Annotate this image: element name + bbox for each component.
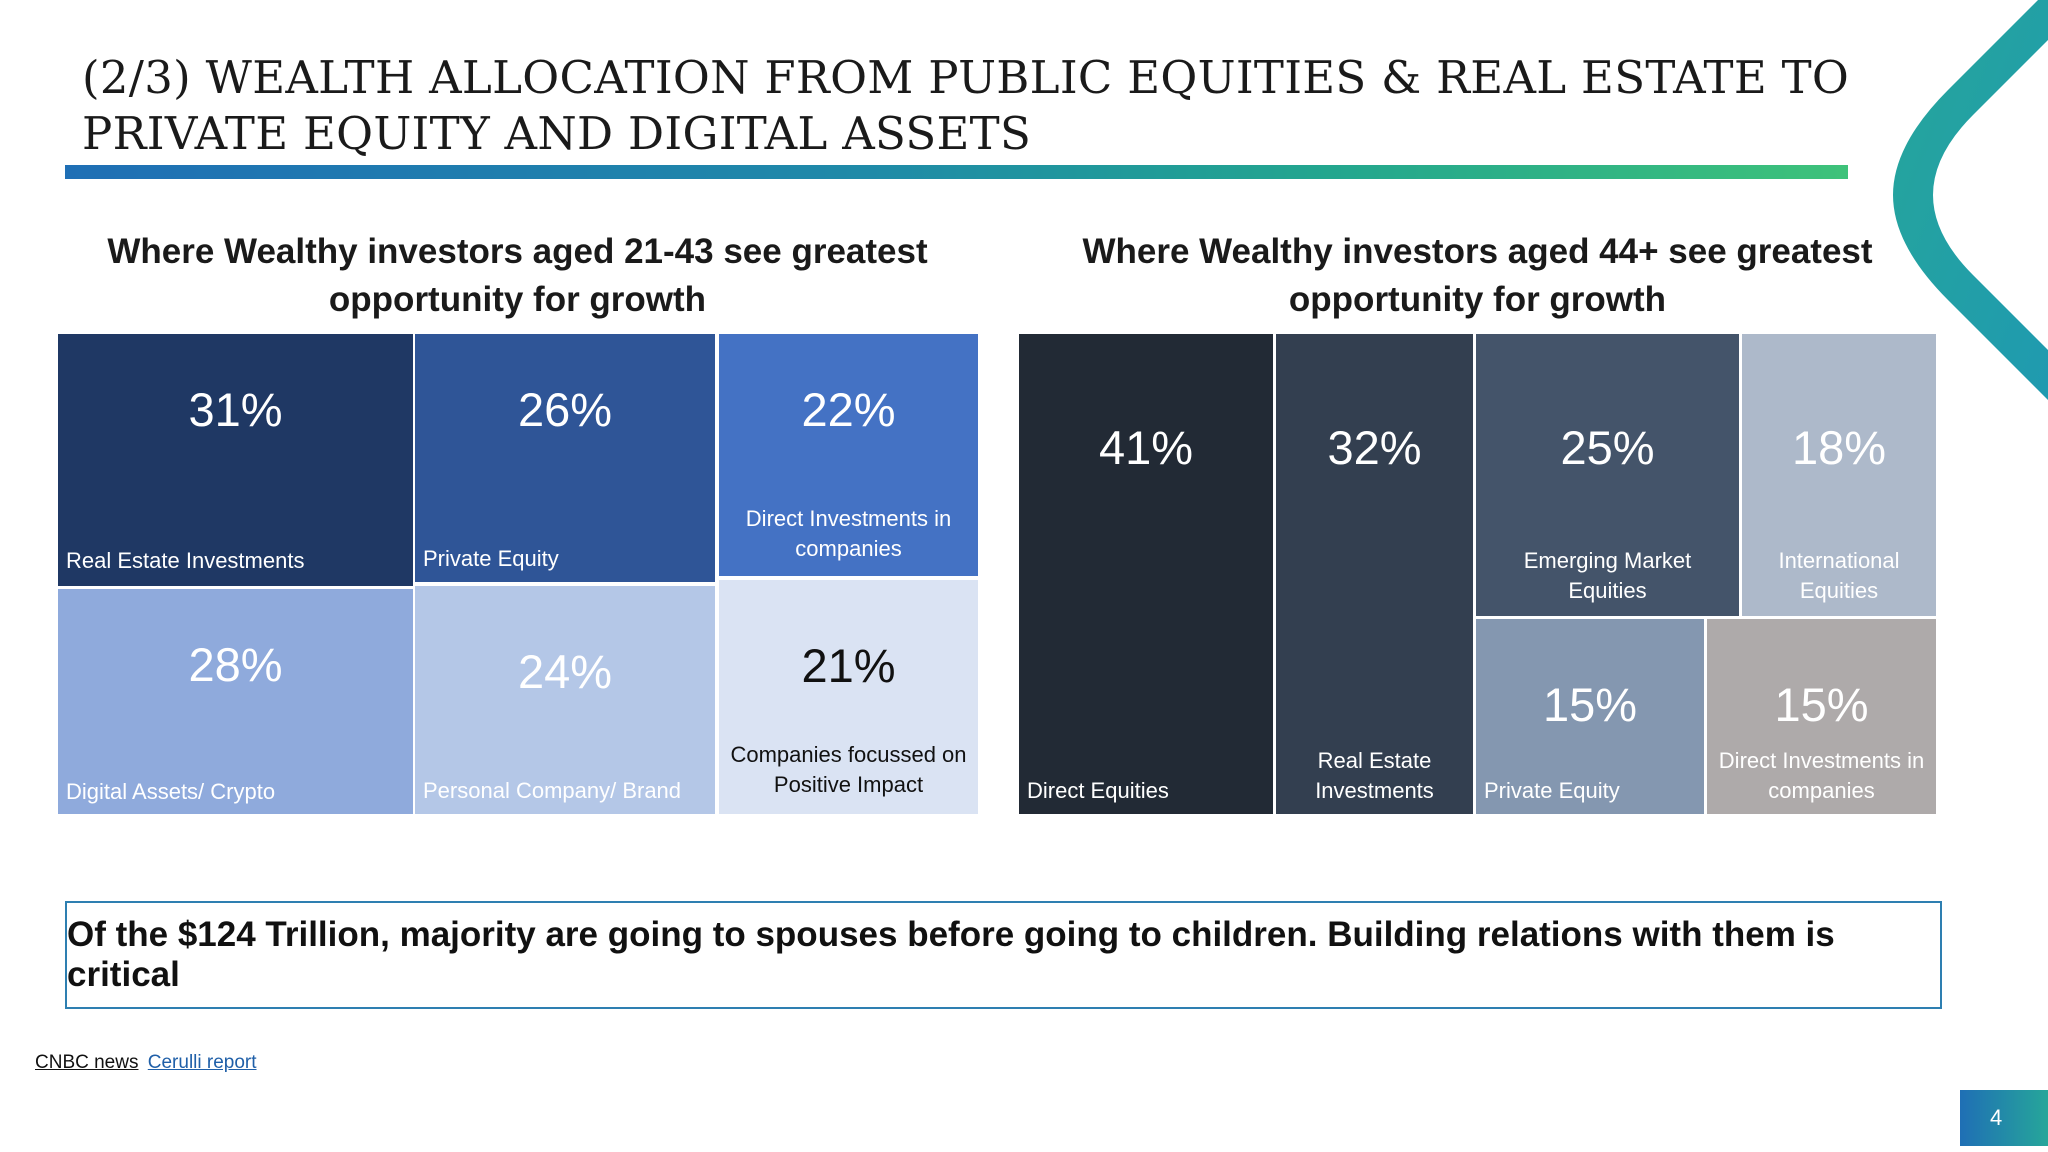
- treemap-cell: 28% Digital Assets/ Crypto: [58, 589, 413, 814]
- treemap-cell-label: Direct Investments in companies: [1718, 748, 1925, 803]
- treemap-cell-label: Direct Investments in companies: [745, 506, 952, 561]
- treemap-cell-label: Personal Company/ Brand: [423, 778, 682, 803]
- treemap-cell: 15% Private Equity: [1476, 619, 1704, 814]
- treemap-cell: 24% Personal Company/ Brand: [415, 586, 715, 814]
- corner-chevron-decoration: [1893, 0, 2048, 400]
- treemap-right: 41% Direct Equities 32% Real Estate Investm…: [1019, 334, 1936, 814]
- treemap-cell: 26% Private Equity: [415, 334, 715, 582]
- treemap-cell-value: 22%: [801, 383, 896, 436]
- chart-title-right: Where Wealthy investors aged 44+ see gre…: [1020, 228, 1935, 324]
- treemap-cell-label: Emerging Market Equities: [1523, 548, 1692, 603]
- sources: CNBC news Cerulli report: [35, 1052, 257, 1074]
- chart-title-left: Where Wealthy investors aged 21-43 see g…: [60, 228, 975, 324]
- treemap-cell-value: 28%: [188, 638, 283, 691]
- treemap-cell-label: Digital Assets/ Crypto: [66, 779, 276, 804]
- treemap-cell-label: Companies focussed on Positive Impact: [730, 742, 967, 797]
- treemap-cell-value: 24%: [517, 645, 613, 698]
- chart-title-left-line-2: opportunity for growth: [328, 280, 707, 319]
- treemap-cell-label: Direct Equities: [1027, 778, 1169, 803]
- treemap-cell-label: Real Estate Investments: [1315, 748, 1434, 803]
- treemap-cell: 31% Real Estate Investments: [58, 334, 413, 586]
- treemap-cell-value: 15%: [1542, 678, 1638, 731]
- treemap-cell-value: 15%: [1774, 678, 1869, 731]
- treemap-cell-value: 25%: [1560, 421, 1655, 474]
- chart-title-right-line-2: opportunity for growth: [1288, 280, 1667, 319]
- source-link-cerulli[interactable]: Cerulli report: [147, 1052, 257, 1073]
- slide-title: (2/3) WEALTH ALLOCATION FROM PUBLIC EQUI…: [82, 51, 1850, 160]
- treemap-cell: 41% Direct Equities: [1019, 334, 1273, 814]
- treemap-cell: 22% Direct Investments in companies: [719, 334, 978, 576]
- treemap-cell: 18% International Equities: [1742, 334, 1936, 616]
- treemap-cell-value: 31%: [188, 383, 283, 436]
- callout-text: Of the $124 Trillion, majority are going…: [67, 915, 1835, 994]
- treemap-cell-label: International Equities: [1778, 548, 1900, 603]
- treemap-cell: 21% Companies focussed on Positive Impact: [719, 580, 978, 814]
- treemap-cell-value: 18%: [1791, 421, 1887, 474]
- treemap-cell-label: Real Estate Investments: [66, 548, 305, 573]
- treemap-cell-value: 41%: [1098, 421, 1194, 474]
- chart-title-left-line-1: Where Wealthy investors aged 21-43 see g…: [107, 232, 928, 271]
- treemap-cell-label: Private Equity: [1484, 778, 1620, 803]
- treemap-cell: 32% Real Estate Investments: [1276, 334, 1473, 814]
- treemap-left: 31% Real Estate Investments 26% Private Equ…: [58, 334, 978, 814]
- chart-title-right-line-1: Where Wealthy investors aged 44+ see gre…: [1082, 232, 1873, 271]
- treemap-cell: 25% Emerging Market Equities: [1476, 334, 1739, 616]
- treemap-cell-label: Private Equity: [423, 546, 559, 571]
- page-number: 4: [1960, 1090, 2048, 1146]
- source-link-cnbc[interactable]: CNBC news: [35, 1052, 139, 1073]
- treemap-cell: 15% Direct Investments in companies: [1707, 619, 1936, 814]
- callout-box: Of the $124 Trillion, majority are going…: [65, 901, 1942, 1009]
- treemap-cell-value: 32%: [1327, 421, 1422, 474]
- treemap-cell-value: 21%: [801, 639, 896, 692]
- treemap-cell-value: 26%: [517, 383, 613, 436]
- title-underline: [65, 165, 1848, 179]
